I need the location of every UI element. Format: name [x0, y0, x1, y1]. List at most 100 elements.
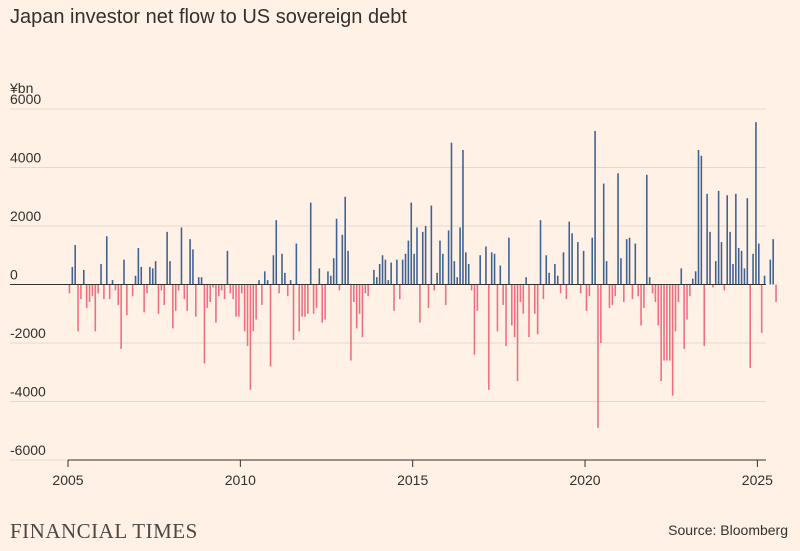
bar: [579, 284, 582, 294]
bar: [556, 275, 559, 285]
bar: [476, 284, 479, 311]
bar: [746, 198, 749, 285]
y-axis-tick-labels: -6000 -4000 -2000 0 2000 4000 6000: [10, 91, 46, 458]
bar: [318, 268, 321, 285]
bar: [608, 284, 611, 308]
bar: [74, 245, 76, 285]
bar: [496, 284, 499, 332]
bar: [611, 284, 614, 305]
source-note: Source: Bloomberg: [668, 522, 788, 538]
bar: [617, 173, 619, 285]
bar: [577, 242, 579, 285]
bar: [180, 227, 183, 285]
bar: [597, 284, 599, 428]
x-axis: 2005 2010 2015 2020 2025: [52, 459, 773, 488]
bar: [646, 174, 648, 285]
bar: [419, 284, 421, 323]
bar: [358, 284, 361, 314]
bar: [341, 234, 344, 285]
bar: [327, 271, 329, 285]
bar: [623, 284, 625, 303]
bar: [571, 233, 573, 285]
bar: [594, 130, 596, 285]
bar: [740, 250, 743, 285]
bar: [192, 249, 194, 285]
bar: [600, 284, 602, 343]
financial-times-logo: FINANCIAL TIMES: [10, 519, 198, 543]
bar: [709, 231, 711, 285]
y-tick-label: 0: [10, 267, 18, 283]
bar: [292, 284, 295, 341]
bar: [694, 271, 697, 285]
bar: [465, 252, 467, 285]
y-tick-label: -4000: [10, 384, 46, 400]
y-tick-label: -6000: [10, 442, 46, 458]
bar: [298, 284, 301, 332]
bar: [686, 284, 688, 320]
bar: [286, 284, 289, 297]
bar: [235, 284, 237, 317]
bar: [347, 250, 349, 285]
bar: [169, 261, 171, 285]
bar: [735, 193, 737, 285]
bar: [390, 262, 392, 285]
bar: [631, 284, 634, 300]
bar: [272, 255, 275, 285]
bar: [470, 284, 473, 291]
bar: [77, 284, 79, 332]
bar: [154, 261, 157, 285]
bar: [444, 284, 447, 305]
bar: [88, 284, 91, 303]
bar: [749, 284, 751, 368]
bar: [364, 284, 367, 294]
chart-title: Japan investor net flow to US sovereign …: [10, 6, 407, 28]
bar: [220, 284, 223, 291]
bar: [387, 280, 390, 285]
bar: [625, 239, 628, 285]
bar: [485, 246, 487, 285]
bar: [508, 237, 510, 285]
bar: [637, 284, 639, 297]
bar: [103, 284, 105, 300]
bar: [174, 284, 177, 311]
bar: [263, 271, 266, 285]
bar: [407, 240, 410, 285]
bar: [284, 272, 286, 285]
bar: [427, 284, 430, 308]
bar: [197, 277, 200, 285]
bar: [554, 264, 556, 285]
bar: [700, 155, 703, 285]
bar: [758, 243, 760, 285]
bar: [108, 284, 111, 300]
bar: [332, 258, 335, 285]
bar: [743, 268, 746, 285]
bar: [462, 149, 464, 285]
bar: [424, 226, 427, 285]
bar: [488, 284, 490, 390]
bar: [398, 284, 401, 300]
bar: [120, 284, 122, 349]
bar: [671, 284, 674, 396]
bar: [151, 268, 154, 285]
bar: [249, 284, 252, 390]
bar: [442, 253, 444, 285]
bar: [763, 275, 766, 285]
bar: [223, 284, 226, 300]
bar: [459, 227, 461, 285]
x-tick-label: 2015: [397, 472, 428, 488]
bar: [335, 218, 338, 285]
bar: [473, 284, 476, 355]
bar: [522, 284, 525, 314]
bar: [381, 255, 384, 285]
bar: [542, 284, 545, 300]
bar: [648, 277, 651, 285]
bar: [68, 284, 71, 294]
bar: [312, 284, 315, 314]
bar: [252, 284, 255, 332]
bar: [91, 284, 94, 297]
bar: [712, 284, 714, 288]
y-tick-label: 6000: [10, 91, 41, 107]
bar: [545, 255, 548, 285]
bar: [157, 284, 160, 314]
bar: [177, 284, 180, 291]
